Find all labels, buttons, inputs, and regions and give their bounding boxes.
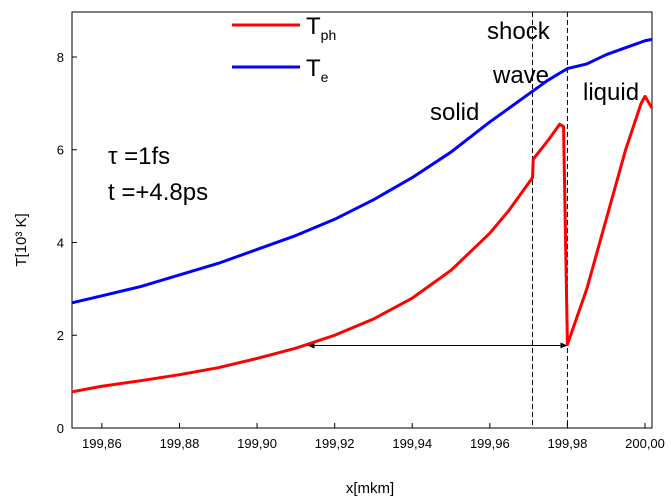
- y-tick-label: 8: [57, 50, 64, 65]
- legend-subscript: e: [321, 69, 329, 85]
- y-tick-label: 6: [57, 143, 64, 158]
- annotation: τ =1fs: [108, 143, 170, 170]
- legend-subscript: ph: [321, 27, 337, 43]
- x-tick-label: 199,98: [548, 436, 588, 451]
- x-tick-label: 199,90: [237, 436, 277, 451]
- x-axis-label: x[mkm]: [346, 480, 394, 497]
- y-axis-label: T[10³ K]: [13, 213, 30, 266]
- annotation: solid: [430, 99, 479, 126]
- y-tick-label: 4: [57, 235, 64, 250]
- legend-name: T: [306, 55, 321, 82]
- plot-frame: [71, 11, 653, 429]
- x-tick-label: 199,96: [470, 436, 510, 451]
- series-line: [71, 94, 654, 394]
- legend-label: Tph: [306, 13, 336, 43]
- x-tick-label: 199,94: [392, 436, 432, 451]
- annotation: shock: [487, 18, 551, 45]
- x-tick-label: 199,86: [82, 436, 122, 451]
- annotation: liquid: [583, 79, 639, 106]
- annotation: t =+4.8ps: [108, 179, 208, 206]
- legend-name: T: [306, 13, 321, 40]
- y-tick-label: 2: [57, 328, 64, 343]
- series-line: [71, 37, 653, 305]
- x-tick-label: 199,88: [160, 436, 200, 451]
- x-tick-label: 199,92: [315, 436, 355, 451]
- x-tick-label: 200,00: [625, 436, 665, 451]
- y-tick-label: 0: [57, 421, 64, 436]
- legend-label: Te: [306, 55, 329, 85]
